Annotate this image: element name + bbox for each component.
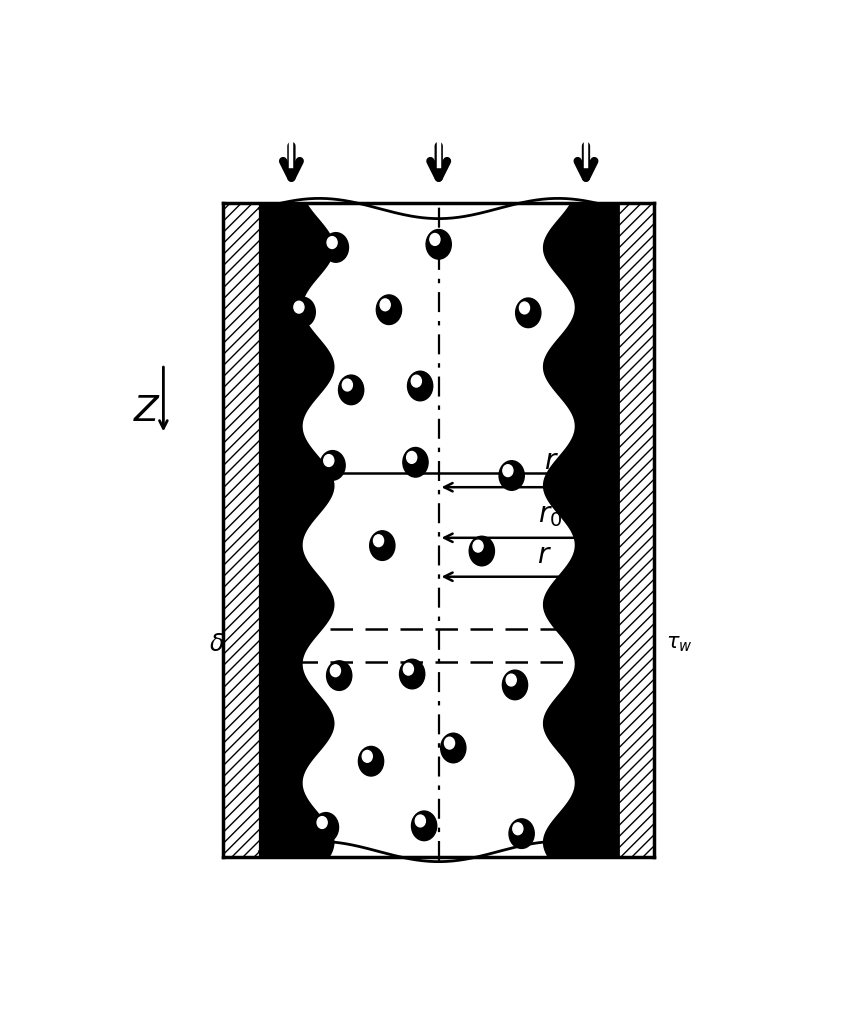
Circle shape — [359, 746, 383, 776]
Circle shape — [294, 301, 304, 313]
Circle shape — [400, 659, 425, 688]
Circle shape — [320, 451, 345, 480]
Circle shape — [327, 661, 352, 691]
Circle shape — [403, 448, 428, 477]
Circle shape — [377, 295, 401, 325]
Text: $r_0$: $r_0$ — [538, 501, 562, 529]
Circle shape — [327, 237, 337, 249]
Polygon shape — [303, 203, 574, 857]
Circle shape — [506, 674, 516, 686]
Polygon shape — [259, 203, 336, 857]
Circle shape — [513, 823, 523, 835]
Circle shape — [330, 665, 341, 676]
Bar — [223, 203, 259, 857]
Text: $\tau_w$: $\tau_w$ — [666, 635, 693, 654]
Circle shape — [499, 461, 524, 490]
Circle shape — [407, 452, 417, 463]
Circle shape — [502, 465, 513, 476]
Bar — [618, 203, 654, 857]
Circle shape — [380, 299, 390, 310]
Circle shape — [407, 371, 433, 400]
Circle shape — [502, 670, 527, 700]
Circle shape — [313, 813, 338, 842]
Circle shape — [403, 663, 413, 675]
Circle shape — [469, 536, 495, 566]
Circle shape — [411, 375, 421, 387]
Circle shape — [373, 535, 383, 547]
Circle shape — [441, 733, 466, 762]
Polygon shape — [542, 203, 618, 857]
Circle shape — [473, 540, 483, 552]
Circle shape — [520, 302, 530, 313]
Circle shape — [290, 297, 315, 327]
Circle shape — [415, 815, 425, 827]
Circle shape — [362, 750, 372, 762]
Text: $Z$: $Z$ — [133, 394, 161, 428]
Circle shape — [324, 455, 334, 466]
Circle shape — [338, 375, 364, 404]
Circle shape — [324, 233, 348, 262]
Circle shape — [317, 817, 327, 828]
Text: $r$: $r$ — [537, 541, 552, 569]
Circle shape — [444, 737, 455, 749]
Text: $\delta$: $\delta$ — [209, 633, 224, 656]
Circle shape — [426, 229, 451, 259]
Circle shape — [509, 819, 534, 848]
Circle shape — [342, 379, 353, 391]
Circle shape — [515, 298, 541, 328]
Circle shape — [430, 234, 440, 246]
Circle shape — [370, 531, 395, 560]
Circle shape — [412, 811, 437, 840]
Text: $r_i$: $r_i$ — [544, 448, 562, 476]
